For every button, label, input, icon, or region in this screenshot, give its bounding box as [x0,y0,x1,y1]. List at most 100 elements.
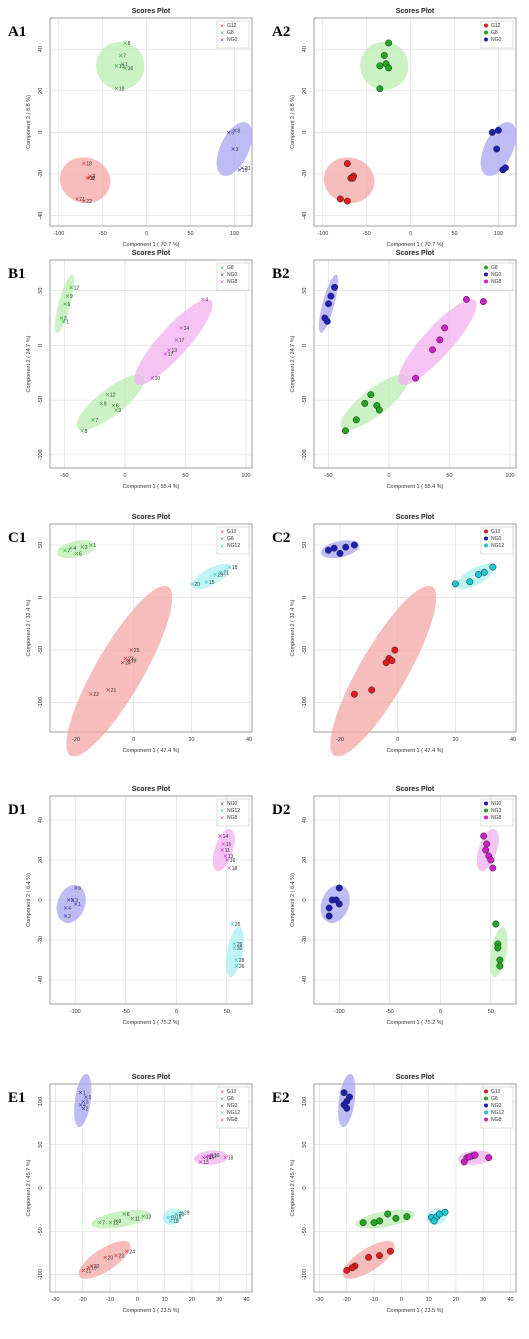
x-tick-label: 30 [480,1297,486,1303]
data-point-label: 8 [128,41,131,47]
data-point [330,544,338,552]
confidence-ellipse [330,585,437,757]
data-point-label: 20 [194,582,200,588]
data-point-label: 14 [223,834,229,840]
data-point-label: 12 [113,1221,119,1227]
data-point-label: 17 [168,352,174,358]
data-point-label: 3 [75,898,78,904]
confidence-ellipse [340,374,409,431]
panel-a2: -100 -50 0 50 100 -40 -20 0 20 40 Scores Plot Compo… [266,2,528,268]
data-point-label: 24 [129,1249,135,1255]
data-point-marker: × [81,161,86,168]
y-axis-label: Component 2 ( 45.7 %) [290,1159,296,1216]
data-point-label: 8 [237,128,240,134]
data-point-marker: × [74,196,79,203]
data-point-label: 11 [135,1216,140,1222]
data-point-marker: × [167,347,172,354]
data-point [349,174,357,182]
y-tick-label: -50 [38,1227,44,1235]
y-axis-label: Component 2 ( 8.8 %) [290,95,296,149]
data-point-marker: × [225,857,230,864]
data-point [361,399,369,407]
x-axis-label: Component 1 ( 47.4 %) [387,748,444,754]
data-point [350,690,358,698]
x-axis-label: Component 1 ( 55.4 %) [387,484,444,490]
data-point-marker: × [165,1214,170,1221]
y-tick-label: -40 [302,212,308,220]
data-point-label: 29 [217,572,223,578]
confidence-ellipse [66,585,173,757]
data-point-label: 19 [131,659,137,665]
data-point-marker: × [114,1218,119,1225]
data-point [375,406,383,414]
data-point-label: 12 [74,285,80,291]
y-tick-label: 0 [38,596,44,599]
data-point-label: 18 [228,1156,234,1162]
data-point-marker: × [85,175,90,182]
data-point [487,856,495,864]
data-point-label: 21 [223,570,229,576]
legend-swatch [484,529,488,534]
legend-swatch [484,815,488,820]
confidence-ellipse [134,299,213,386]
data-point [483,840,491,848]
data-point-label: 22 [93,692,99,698]
data-point [493,145,501,153]
data-point-label: 5 [71,898,74,904]
data-point [327,292,335,300]
data-point [430,1217,438,1225]
data-point [376,1252,383,1260]
x-tick-label: 50 [446,473,452,479]
data-point [471,1151,479,1159]
data-point-label: 14 [184,326,190,332]
legend-entry: G8 [491,265,498,271]
data-point-marker: × [130,1215,135,1222]
legend-entry: NG12 [491,1110,504,1116]
data-point-label: 7 [95,418,98,424]
y-tick-label: -40 [302,976,308,984]
legend-swatch: × [220,816,224,822]
chart-title: Scores Plot [132,514,171,521]
data-point [367,391,375,399]
x-tick-label: 20 [452,737,458,743]
data-point-marker: × [87,175,92,182]
data-point-label: 15 [209,1155,215,1161]
data-point-marker: × [113,407,118,414]
legend-entry: NG8 [491,279,502,285]
panel-label: E2 [272,1090,290,1106]
data-point [343,1104,351,1112]
data-point [480,832,488,840]
data-point-marker: × [168,1218,173,1225]
legend-entry: G12 [491,1089,501,1095]
data-point-marker: × [59,315,64,322]
x-tick-label: 0 [136,1297,139,1303]
data-point-marker: × [103,1254,108,1261]
data-point-marker: × [89,1263,94,1270]
data-point-marker: × [106,687,111,694]
data-point-label: 3 [236,147,239,153]
data-point [340,1089,348,1097]
legend-entry: NG0 [491,801,502,807]
plot-frame [49,523,253,733]
panel-label: C2 [272,530,291,546]
data-point-marker: × [223,853,228,860]
x-tick-label: 50 [451,231,457,237]
data-point-marker: × [198,1159,203,1166]
data-point-marker: × [141,1214,146,1221]
data-point [343,197,351,205]
panel-e1: × 24 × 23 × 20 × 22 × 19 × 21 × 6 × 11 × 13 × 9 × 12 × 7 × 1 × 5 × 3 ×… [2,1068,264,1334]
panel-b2: -50 0 50 100 -100 -50 0 50 Scores Plot Component … [266,244,528,510]
scores-plot-svg: × 18× 3× 12× 6× 21× 22× 8× 7× 1× 13× 16× 10× 8× 5× 3× 19… [26,8,253,248]
data-point-label: 12 [211,1154,217,1160]
data-point-marker: × [212,571,217,578]
y-tick-label: -100 [38,697,44,708]
x-tick-label: 10 [162,1297,168,1303]
y-axis-label: Component 2 ( 32.4 %) [26,599,32,656]
data-point-marker: × [206,1153,211,1160]
data-point-marker: × [220,847,225,854]
data-point-label: 6 [78,886,81,892]
legend-swatch: × [220,38,224,44]
x-tick-label: -20 [343,1297,351,1303]
panel-c1: × 25 × 23 × 19 × 24 × 21 × 22 × 7 × 4 × 6 × 3 × 1 × 20 × 15 × 29 × 21… [2,508,264,774]
confidence-ellipse [56,884,86,924]
